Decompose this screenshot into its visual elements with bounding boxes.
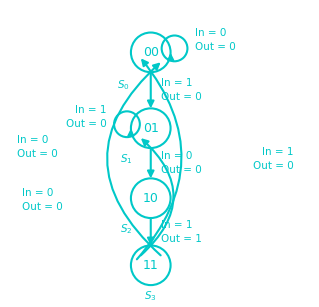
- Text: $S_3$: $S_3$: [145, 290, 157, 303]
- Text: In = 0
Out = 0: In = 0 Out = 0: [17, 135, 57, 159]
- Text: In = 1
Out = 0: In = 1 Out = 0: [253, 147, 294, 171]
- Text: $S_2$: $S_2$: [120, 222, 132, 236]
- Text: 00: 00: [143, 46, 159, 59]
- Text: 11: 11: [143, 259, 159, 272]
- Text: $S_1$: $S_1$: [120, 152, 132, 166]
- Text: 01: 01: [143, 122, 159, 135]
- Text: In = 0
Out = 0: In = 0 Out = 0: [195, 28, 236, 52]
- Text: In = 0
Out = 0: In = 0 Out = 0: [161, 151, 202, 175]
- Text: In = 1
Out = 1: In = 1 Out = 1: [161, 220, 202, 244]
- Text: $S_0$: $S_0$: [117, 78, 130, 92]
- Text: 10: 10: [143, 192, 159, 205]
- Text: In = 0
Out = 0: In = 0 Out = 0: [22, 188, 63, 212]
- Text: In = 1
Out = 0: In = 1 Out = 0: [161, 78, 202, 102]
- Text: In = 1
Out = 0: In = 1 Out = 0: [66, 105, 106, 129]
